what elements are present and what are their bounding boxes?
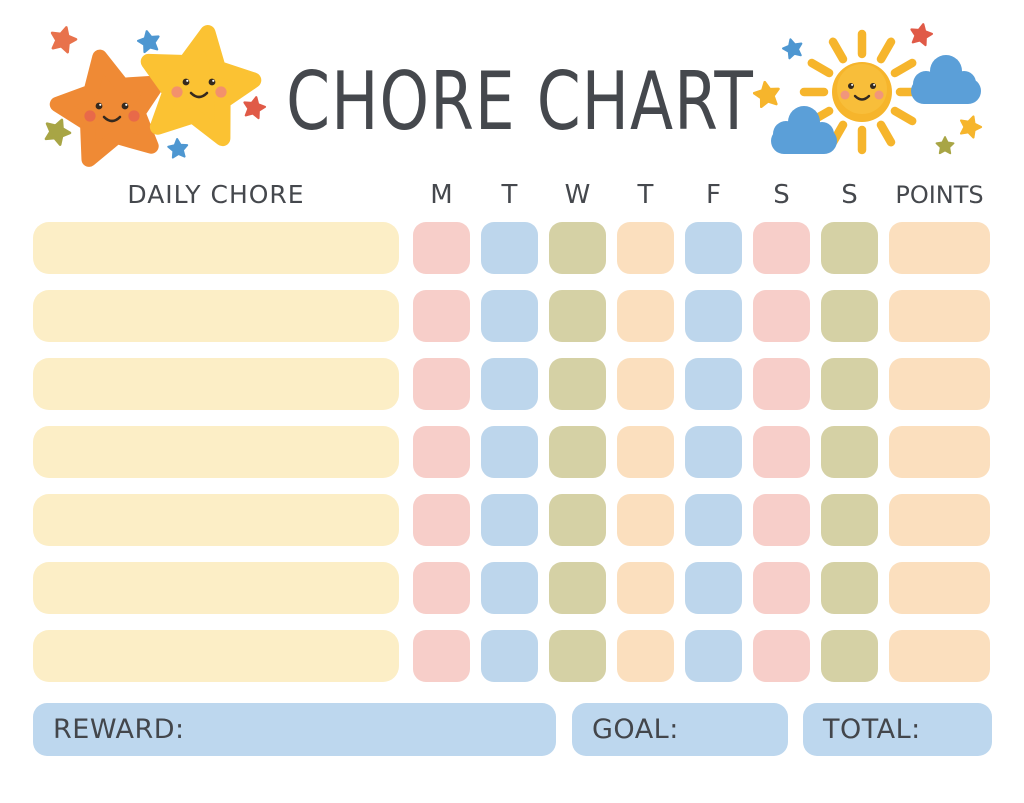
total-field[interactable]: TOTAL: [803,703,992,756]
chore-row [33,630,990,682]
day-check-cell[interactable] [617,494,674,546]
orange-star-icon [50,47,171,164]
sun-icon [799,29,925,155]
day-check-cell[interactable] [549,426,606,478]
day-check-cell[interactable] [753,562,810,614]
day-check-cell[interactable] [481,630,538,682]
day-check-cell[interactable] [685,426,742,478]
day-check-cell[interactable] [481,290,538,342]
chore-grid [33,222,990,682]
chore-name-cell[interactable] [33,630,399,682]
day-check-cell[interactable] [549,562,606,614]
day-check-cell[interactable] [617,290,674,342]
day-check-cell[interactable] [821,494,878,546]
chore-row [33,222,990,274]
yellow-star-icon [138,24,260,142]
day-check-cell[interactable] [821,222,878,274]
chore-name-cell[interactable] [33,562,399,614]
day-header-label: T [637,180,654,210]
day-check-cell[interactable] [413,222,470,274]
day-check-cell[interactable] [413,562,470,614]
day-check-cell[interactable] [549,290,606,342]
total-label: TOTAL: [823,714,921,745]
day-check-cell[interactable] [685,630,742,682]
points-cell[interactable] [889,562,990,614]
day-check-cell[interactable] [685,290,742,342]
day-check-cell[interactable] [617,630,674,682]
footer: REWARD: GOAL: TOTAL: [0,703,1024,756]
day-check-cell[interactable] [617,426,674,478]
stars-decoration [35,16,285,176]
goal-field[interactable]: GOAL: [572,703,788,756]
chore-name-cell[interactable] [33,494,399,546]
day-check-cell[interactable] [549,630,606,682]
day-check-cell[interactable] [481,426,538,478]
day-check-cell[interactable] [685,358,742,410]
chore-row [33,426,990,478]
cloud-icon [771,106,837,154]
chore-row [33,290,990,342]
day-check-cell[interactable] [821,290,878,342]
day-check-cell[interactable] [821,426,878,478]
day-check-cell[interactable] [753,630,810,682]
day-header-label: S [841,180,858,210]
day-check-cell[interactable] [481,222,538,274]
chore-name-cell[interactable] [33,222,399,274]
day-check-cell[interactable] [753,290,810,342]
day-check-cell[interactable] [549,358,606,410]
points-header: POINTS [895,181,984,209]
sun-clouds-decoration [753,22,1015,174]
day-check-cell[interactable] [617,358,674,410]
day-check-cell[interactable] [549,494,606,546]
day-check-cell[interactable] [617,222,674,274]
chore-name-cell[interactable] [33,290,399,342]
sun-face-icon [832,62,892,122]
daily-chore-header: DAILY CHORE [127,180,305,209]
day-check-cell[interactable] [821,562,878,614]
day-check-cell[interactable] [413,426,470,478]
day-check-cell[interactable] [481,562,538,614]
day-header-label: W [564,180,591,210]
day-check-cell[interactable] [413,290,470,342]
chore-name-cell[interactable] [33,426,399,478]
points-cell[interactable] [889,426,990,478]
day-check-cell[interactable] [413,358,470,410]
points-cell[interactable] [889,630,990,682]
table-header: DAILY CHORE M T W T F S S POINTS [0,179,1024,211]
chore-row [33,494,990,546]
day-check-cell[interactable] [753,222,810,274]
page-title: CHORE CHART [286,54,754,149]
reward-field[interactable]: REWARD: [33,703,556,756]
day-check-cell[interactable] [685,222,742,274]
day-check-cell[interactable] [481,358,538,410]
points-cell[interactable] [889,290,990,342]
day-check-cell[interactable] [617,562,674,614]
points-cell[interactable] [889,358,990,410]
points-cell[interactable] [889,222,990,274]
day-check-cell[interactable] [753,494,810,546]
day-header-label: F [706,180,721,210]
chore-name-cell[interactable] [33,358,399,410]
day-check-cell[interactable] [821,630,878,682]
day-check-cell[interactable] [685,562,742,614]
day-check-cell[interactable] [685,494,742,546]
day-check-cell[interactable] [413,494,470,546]
chore-row [33,562,990,614]
day-check-cell[interactable] [753,358,810,410]
day-check-cell[interactable] [821,358,878,410]
points-cell[interactable] [889,494,990,546]
day-check-cell[interactable] [481,494,538,546]
cloud-icon [911,55,981,104]
day-header-label: S [773,180,790,210]
day-check-cell[interactable] [753,426,810,478]
day-check-cell[interactable] [549,222,606,274]
reward-label: REWARD: [53,714,185,745]
goal-label: GOAL: [592,714,679,745]
day-check-cell[interactable] [413,630,470,682]
day-header-label: M [430,180,453,210]
day-header-label: T [501,180,518,210]
chore-row [33,358,990,410]
